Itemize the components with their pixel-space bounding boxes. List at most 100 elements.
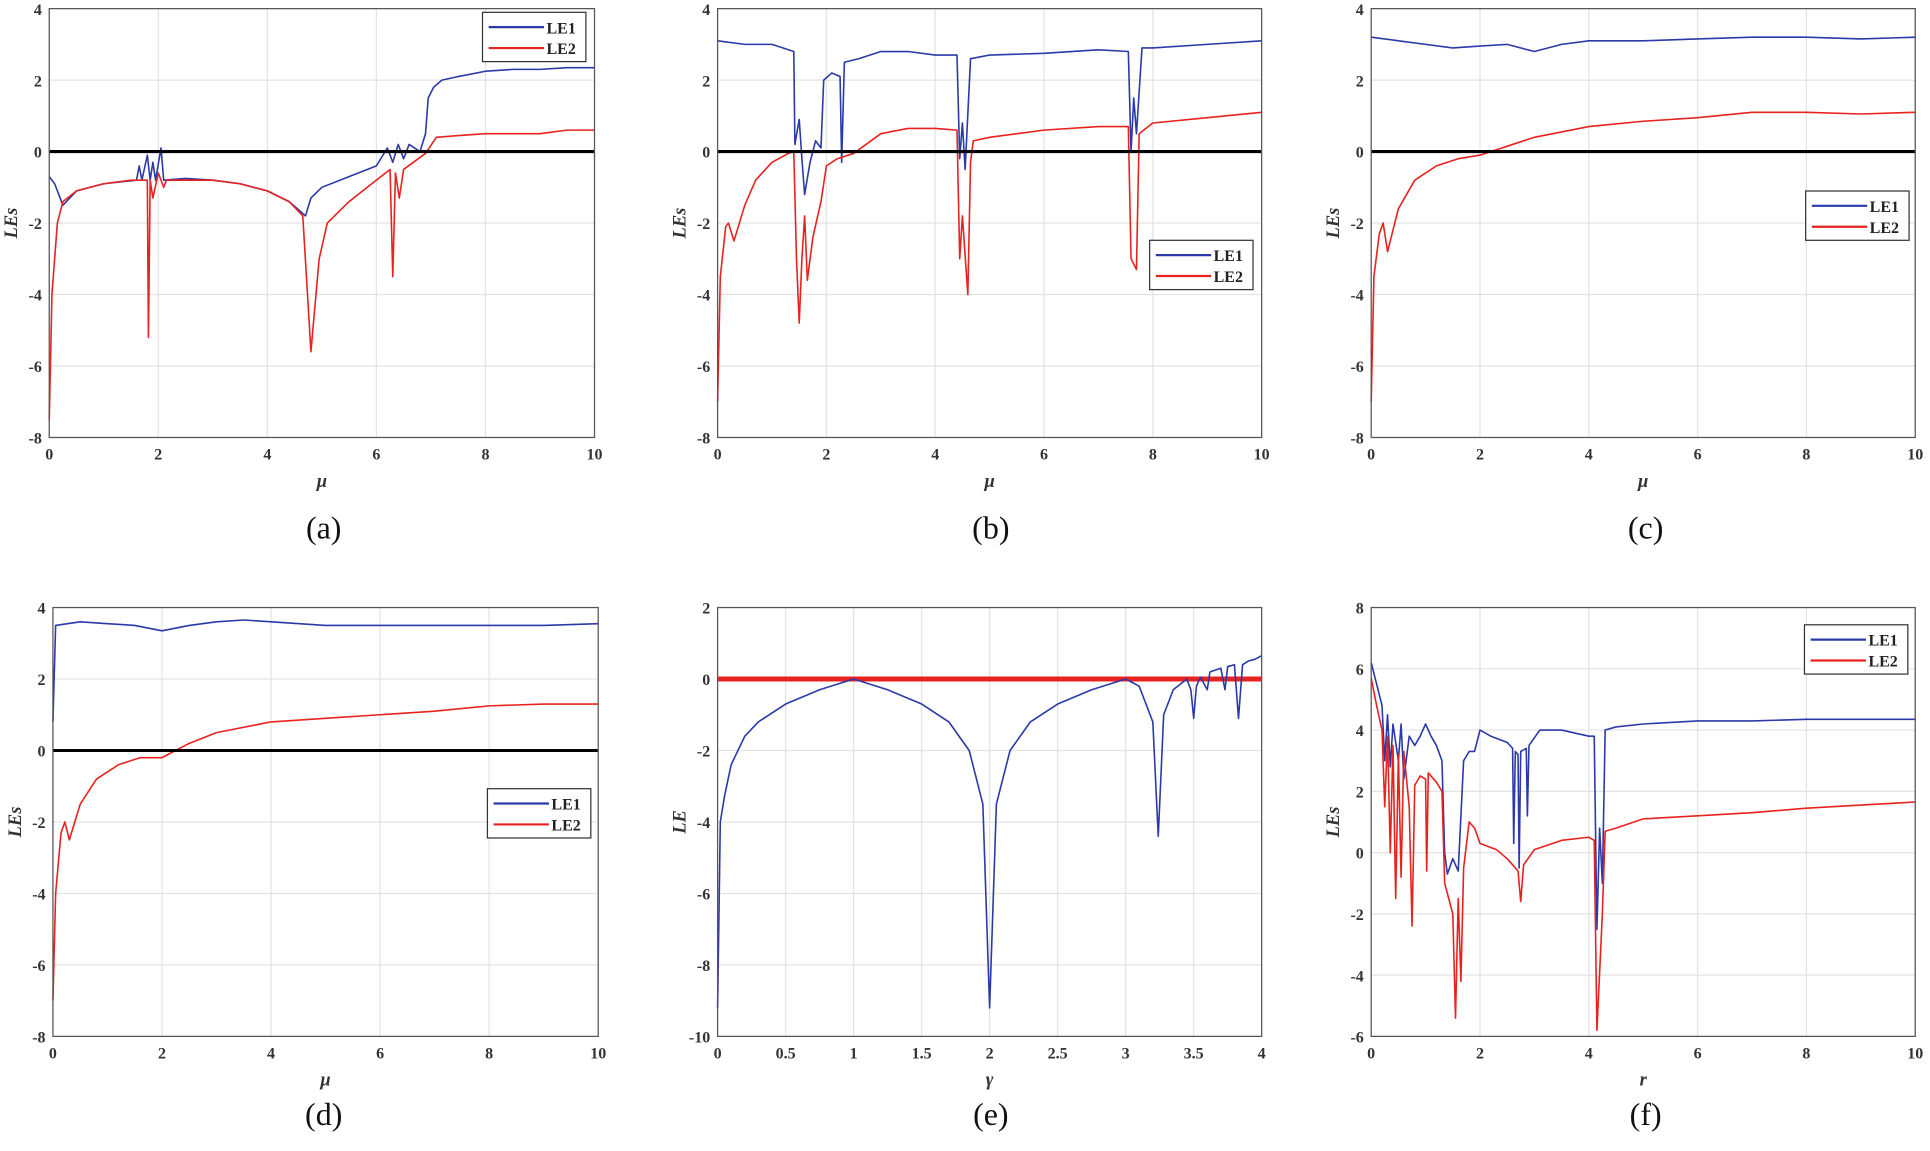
y-tick-label: 4 [1356, 2, 1364, 19]
legend-label: LE2 [1214, 269, 1243, 286]
series-line-le2 [716, 111, 1262, 402]
y-tick-label: 0 [702, 672, 710, 689]
axes-frame [48, 8, 596, 439]
legend-label: LE1 [1214, 248, 1243, 265]
legend-label: LE1 [547, 20, 576, 37]
x-tick-label: 8 [1802, 1046, 1810, 1063]
legend-box [486, 788, 592, 839]
y-tick-label: 4 [38, 601, 46, 618]
x-tick-label: 8 [485, 1046, 493, 1063]
x-tick-label: 2 [822, 447, 830, 464]
x-tick-label: 0 [714, 1046, 722, 1063]
y-tick-label: -4 [1350, 288, 1363, 305]
x-tick-label: 10 [1907, 1046, 1923, 1063]
series-line-le2 [1370, 111, 1916, 402]
legend-label: LE1 [1870, 199, 1899, 216]
y-tick-label: 2 [1356, 73, 1364, 90]
y-tick-label: -2 [32, 815, 45, 832]
y-tick-label: 0 [34, 145, 42, 162]
y-tick-label: 0 [38, 744, 46, 761]
legend-label: LE1 [551, 797, 580, 814]
x-tick-label: 2 [154, 447, 162, 464]
series-line-le [716, 655, 1263, 1009]
y-tick-label: 2 [1356, 784, 1364, 801]
y-tick-label: 2 [702, 601, 710, 618]
legend-label: LE1 [1868, 633, 1897, 650]
x-tick-label: 2 [1476, 447, 1484, 464]
axes-frame [52, 606, 599, 1038]
y-tick-label: -2 [697, 744, 710, 761]
axes-frame [1370, 8, 1916, 439]
x-tick-label: 4 [263, 447, 271, 464]
x-axis-label: μ [316, 471, 327, 491]
x-tick-label: 10 [590, 1046, 606, 1063]
x-tick-label: 8 [481, 447, 489, 464]
axes-frame [1370, 606, 1916, 1038]
y-axis-label: LEs [1323, 807, 1343, 839]
y-axis-label: LE [670, 810, 690, 835]
x-tick-label: 1.5 [912, 1046, 932, 1063]
y-tick-label: -4 [697, 815, 710, 832]
y-tick-label: -6 [1350, 359, 1363, 376]
y-tick-label: -8 [1350, 431, 1363, 448]
x-tick-label: 3 [1122, 1046, 1130, 1063]
y-tick-label: -2 [1350, 216, 1363, 233]
x-tick-label: 0 [45, 447, 53, 464]
y-tick-label: 2 [38, 672, 46, 689]
y-axis-label: LEs [5, 807, 25, 839]
y-tick-label: 6 [1356, 662, 1364, 679]
y-tick-label: 0 [702, 145, 710, 162]
x-tick-label: 10 [1254, 447, 1270, 464]
x-tick-label: 4 [267, 1046, 275, 1063]
x-tick-label: 4 [1258, 1046, 1266, 1063]
y-tick-label: 2 [702, 73, 710, 90]
legend-label: LE2 [547, 41, 576, 58]
legend-label: LE2 [1868, 654, 1897, 671]
x-tick-label: 1 [850, 1046, 858, 1063]
y-tick-label: 0 [1356, 145, 1364, 162]
x-tick-label: 8 [1149, 447, 1157, 464]
y-tick-label: -6 [32, 958, 45, 975]
x-tick-label: 0 [1367, 1046, 1375, 1063]
legend-box [1149, 239, 1254, 291]
axes-frame [716, 8, 1263, 439]
x-tick-label: 0 [49, 1046, 57, 1063]
y-tick-label: -6 [697, 887, 710, 904]
y-tick-label: 8 [1356, 601, 1364, 618]
y-tick-label: -2 [29, 216, 42, 233]
series-line-le1 [1371, 36, 1916, 53]
y-tick-label: -2 [697, 216, 710, 233]
x-tick-label: 6 [372, 447, 380, 464]
x-tick-label: 4 [1585, 447, 1593, 464]
x-axis-label: μ [983, 471, 994, 491]
panel-label: (a) [306, 510, 342, 546]
x-tick-label: 4 [1585, 1046, 1593, 1063]
series-line-le1 [52, 619, 599, 722]
y-tick-label: -6 [1350, 1030, 1363, 1047]
y-tick-label: -10 [689, 1030, 710, 1047]
x-tick-label: 8 [1802, 447, 1810, 464]
series-line-le2 [1370, 677, 1916, 1032]
series-line-le1 [1370, 662, 1916, 930]
y-tick-label: -2 [1350, 907, 1363, 924]
x-axis-label: r [1640, 1070, 1648, 1090]
y-tick-label: -8 [697, 958, 710, 975]
x-tick-label: 6 [376, 1046, 384, 1063]
x-tick-label: 2 [158, 1046, 166, 1063]
y-tick-label: -4 [697, 288, 710, 305]
x-tick-label: 2 [1476, 1046, 1484, 1063]
x-tick-label: 0 [1367, 447, 1375, 464]
y-tick-label: 2 [34, 73, 42, 90]
x-tick-label: 0.5 [776, 1046, 796, 1063]
y-tick-label: 0 [1356, 846, 1364, 863]
y-tick-label: -6 [29, 359, 42, 376]
axes-frame [716, 606, 1263, 1038]
y-tick-label: -4 [32, 887, 45, 904]
